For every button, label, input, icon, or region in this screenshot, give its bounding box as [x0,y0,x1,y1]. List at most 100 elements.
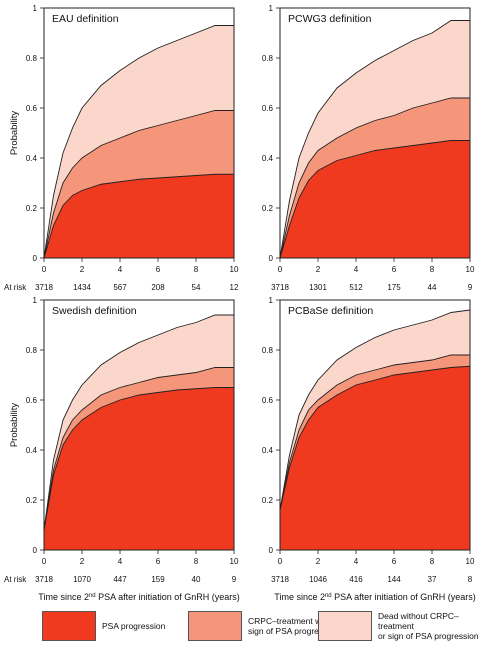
y-tick-label: 1 [269,4,274,13]
y-tick-label: 0.8 [262,346,274,355]
area-psa-progression [44,387,234,550]
legend-label-dead: Dead without CRPC–treatment or sign of P… [378,611,479,641]
at-risk-count: 208 [151,283,165,292]
area-psa-progression [280,140,470,258]
at-risk-count: 54 [192,283,201,292]
x-tick-label: 10 [230,265,239,274]
at-risk-label: At risk [4,283,27,292]
x-tick-label: 8 [194,557,199,566]
plot-frame [279,299,471,551]
at-risk-count: 12 [230,283,239,292]
x-axis-label: Time since 2nd PSA after initiation of G… [274,592,475,602]
y-tick-label: 0.6 [262,396,274,405]
curve-dead-without-crpc-treatment-or [279,20,470,259]
legend-swatch-dead [318,611,372,641]
y-tick-label: 0 [33,254,38,263]
x-tick-label: 2 [80,557,85,566]
x-tick-label: 0 [278,557,283,566]
y-tick-label: 1 [33,4,38,13]
plot-frame [279,7,471,259]
curve-psa-progression [43,387,234,531]
x-tick-label: 6 [156,557,161,566]
at-risk-count: 144 [387,575,401,584]
legend-item-psa-progression: PSA progression [42,610,165,642]
at-risk-count: 447 [113,575,127,584]
y-tick-label: 0 [269,546,274,555]
curve-dead-without-crpc-treatment-or [43,25,234,259]
at-risk-count: 3718 [35,575,53,584]
at-risk-count: 3718 [271,283,289,292]
at-risk-label: At risk [4,575,27,584]
x-tick-label: 8 [430,557,435,566]
x-tick-label: 8 [430,265,435,274]
figure: EAU definition 0 0.2 0.4 0.6 0.8 1 Probability 0… [4,4,476,602]
at-risk-count: 416 [349,575,363,584]
curve-crpc-treatment-without-sign-of [43,367,234,531]
curve-crpc-treatment-without-sign-of [43,110,234,259]
curve-psa-progression [279,365,471,511]
area-psa-progression [44,174,234,258]
panel-title: PCWG3 definition [288,13,372,25]
legend-item-dead: Dead without CRPC–treatment or sign of P… [318,610,486,642]
at-risk-count: 1301 [309,283,327,292]
y-tick-label: 0.4 [262,446,274,455]
x-tick-label: 4 [118,557,123,566]
y-tick-label: 1 [33,296,38,305]
y-tick-label: 0.6 [262,104,274,113]
x-tick-label: 10 [466,265,475,274]
at-risk-count: 9 [232,575,237,584]
chart-panel-eau-definition: EAU definition 0 0.2 0.4 0.6 0.8 1 Probability 0… [4,4,239,292]
y-axis-label: Probability [9,403,20,448]
y-tick-label: 0.8 [262,54,274,63]
y-tick-label: 0.2 [262,204,274,213]
x-tick-label: 2 [316,265,321,274]
x-tick-label: 4 [354,557,359,566]
at-risk-count: 159 [151,575,165,584]
at-risk-count: 567 [113,283,127,292]
panel-title: PCBaSe definition [288,305,373,317]
at-risk-count: 1434 [73,283,91,292]
at-risk-count: 3718 [35,283,53,292]
at-risk-count: 37 [428,575,437,584]
y-tick-label: 0.8 [26,346,38,355]
curve-dead-without-crpc-treatment-or [43,314,234,531]
x-tick-label: 4 [118,265,123,274]
at-risk-count: 8 [468,575,473,584]
y-tick-label: 0.8 [26,54,38,63]
x-tick-label: 4 [354,265,359,274]
at-risk-count: 40 [192,575,201,584]
y-tick-label: 0.4 [26,446,38,455]
at-risk-count: 175 [387,283,401,292]
curve-dead-without-crpc-treatment-or [279,309,471,511]
curve-psa-progression [43,173,234,259]
at-risk-count: 44 [428,283,437,292]
x-tick-label: 10 [230,557,239,566]
at-risk-count: 1070 [73,575,91,584]
curve-crpc-treatment-without-sign-of [279,97,470,259]
y-tick-label: 0.2 [26,204,38,213]
legend-swatch-crpc-treatment [188,611,242,641]
legend-swatch-psa-progression [42,611,96,641]
y-tick-label: 1 [269,296,274,305]
at-risk-count: 1046 [309,575,327,584]
x-tick-label: 2 [316,557,321,566]
y-tick-label: 0.6 [26,396,38,405]
at-risk-count: 9 [468,283,473,292]
curve-crpc-treatment-without-sign-of [279,354,470,511]
x-axis-label: Time since 2nd PSA after initiation of G… [38,592,239,602]
x-tick-label: 0 [278,265,283,274]
curve-psa-progression [279,140,470,259]
legend: PSA progression CRPC–treatment without s… [0,610,486,650]
x-tick-label: 6 [392,557,397,566]
x-tick-label: 6 [156,265,161,274]
x-tick-label: 6 [392,265,397,274]
x-tick-label: 0 [42,557,47,566]
y-tick-label: 0.4 [262,154,274,163]
y-tick-label: 0.4 [26,154,38,163]
y-tick-label: 0 [269,254,274,263]
y-tick-label: 0.6 [26,104,38,113]
y-tick-label: 0.2 [26,496,38,505]
at-risk-count: 3718 [271,575,289,584]
